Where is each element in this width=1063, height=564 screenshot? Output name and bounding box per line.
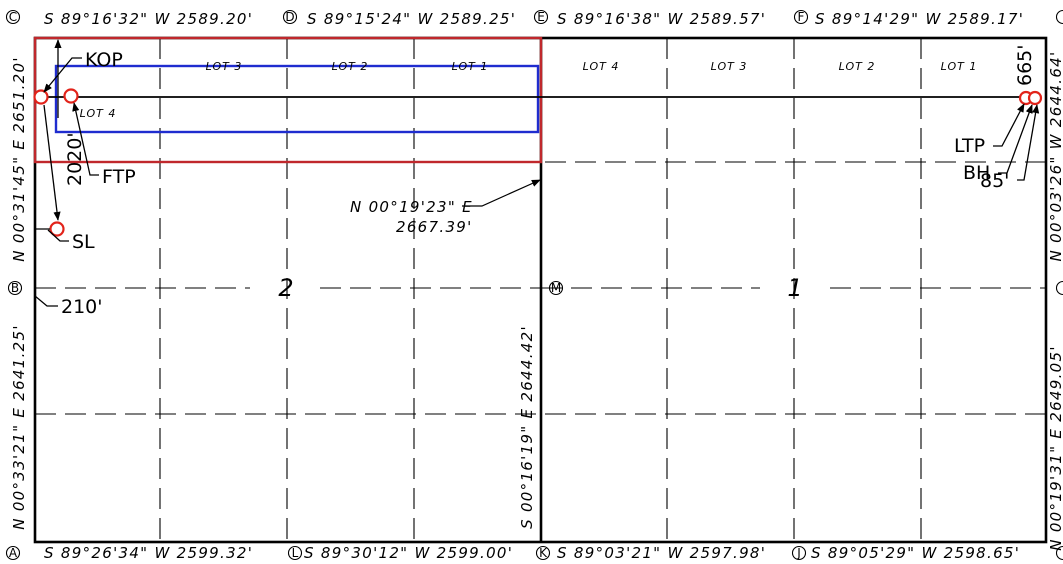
- corner-markers: [5, 9, 1063, 561]
- corner-marker-letter: C: [9, 10, 17, 24]
- callout-labels: KOP FTP SL 210' 2020' LTP BH 85' 665': [61, 45, 1036, 319]
- top-bearings: S 89°16'32" W 2589.20' S 89°15'24" W 258…: [44, 10, 1024, 28]
- bearing-label: N 00°03'26" W 2644.64': [1047, 51, 1063, 262]
- ltp-label: LTP: [954, 135, 985, 157]
- bottom-bearings: S 89°26'34" W 2599.32' S 89°30'12" W 259…: [44, 544, 1020, 562]
- lot-label: LOT 3: [711, 60, 748, 73]
- kop-label: KOP: [85, 49, 123, 71]
- well-points: [33, 88, 1043, 237]
- corner-marker-letter: E: [537, 10, 545, 24]
- sl-label: SL: [72, 231, 95, 253]
- corner-marker-letter: L: [292, 546, 299, 560]
- d2020-leader-down: [43, 104, 61, 221]
- section-number: 2: [278, 274, 293, 302]
- bearing-label: S 89°05'29" W 2598.65': [811, 544, 1020, 562]
- bearing-label: N 00°19'23" E: [350, 198, 473, 216]
- bh-leader: [998, 104, 1033, 174]
- corner-marker-circle: [7, 280, 23, 296]
- bearing-label: S 00°16'19" E 2644.42': [518, 325, 536, 529]
- bearing-label: S 89°14'29" W 2589.17': [815, 10, 1024, 28]
- d85-label: 85': [980, 170, 1009, 192]
- corner-marker-letters: C D E F A L K J B M: [9, 10, 805, 560]
- corner-marker-circle: [535, 545, 551, 561]
- corner-marker-circle: [5, 9, 21, 25]
- bearing-label: 2667.39': [396, 218, 473, 236]
- bh-label: BH: [963, 162, 990, 184]
- sl-point: [49, 221, 65, 237]
- section-number: 1: [787, 274, 802, 302]
- callout-leaders: [34, 39, 1040, 307]
- corner-marker-letter: F: [798, 10, 805, 24]
- corner-marker-circle: [793, 9, 809, 25]
- bearing-label: N 00°31'45" E 2651.20': [10, 56, 28, 262]
- sl-leader: [47, 229, 69, 242]
- kop-point: [33, 89, 49, 105]
- corner-marker-letter: D: [285, 10, 294, 24]
- lot-label: LOT 2: [839, 60, 876, 73]
- lot-label: LOT 2: [332, 60, 369, 73]
- bh-point: [1027, 90, 1043, 106]
- corner-marker-partial: [1055, 280, 1063, 296]
- corner-marker-circle: [282, 9, 298, 25]
- bearing-label: N 00°33'21" E 2641.25': [10, 324, 28, 530]
- lot-label: LOT 4: [80, 107, 117, 120]
- corner-marker-letter: B: [11, 281, 19, 295]
- lot-label: LOT 4: [583, 60, 620, 73]
- bearing-label: S 89°15'24" W 2589.25': [307, 10, 516, 28]
- d210-leader: [34, 228, 58, 307]
- ftp-label: FTP: [102, 166, 136, 188]
- bearing-label: S 89°16'38" W 2589.57': [557, 10, 766, 28]
- tract-blue: [54, 64, 540, 134]
- lot-label: LOT 3: [206, 60, 243, 73]
- kop-leader: [43, 57, 82, 93]
- d85-leader: [1017, 104, 1040, 181]
- bearing-label: S 89°03'21" W 2597.98': [557, 544, 766, 562]
- d665-label: 665': [1014, 45, 1036, 87]
- bearing-label: S 89°16'32" W 2589.20': [44, 10, 253, 28]
- corner-marker-letter: K: [539, 546, 548, 560]
- lot-label: LOT 1: [941, 60, 978, 73]
- lot-label: LOT 1: [452, 60, 489, 73]
- d210-label: 210': [61, 296, 103, 318]
- corner-marker-partial: [1055, 545, 1063, 561]
- lot-labels: LOT 3 LOT 2 LOT 1 LOT 4 LOT 4 LOT 3 LOT …: [80, 60, 978, 120]
- center-bearing-callout: N 00°19'23" E 2667.39': [350, 179, 541, 236]
- corner-marker-circle: [287, 545, 303, 561]
- bearing-label: N 00°19'31" E 2649.05': [1047, 345, 1063, 551]
- d2020-label: 2020': [64, 132, 86, 186]
- bearing-label: S 89°26'34" W 2599.32': [44, 544, 253, 562]
- corner-marker-letter: A: [9, 546, 18, 560]
- corner-marker-circle: [548, 280, 564, 296]
- corner-marker-partial: [1055, 9, 1063, 25]
- leader-line: [462, 179, 541, 207]
- ftp-point: [63, 88, 79, 104]
- corner-marker-letter: M: [551, 281, 561, 295]
- vertical-bearings: N 00°31'45" E 2651.20' N 00°33'21" E 264…: [10, 51, 1063, 551]
- ltp-leader: [993, 103, 1025, 147]
- corner-marker-circle: [791, 545, 807, 561]
- bearing-label: S 89°30'12" W 2599.00': [304, 544, 513, 562]
- corner-marker-letter: J: [796, 546, 801, 560]
- ftp-leader: [72, 102, 99, 176]
- corner-marker-circle: [5, 545, 21, 561]
- corner-marker-circle: [533, 9, 549, 25]
